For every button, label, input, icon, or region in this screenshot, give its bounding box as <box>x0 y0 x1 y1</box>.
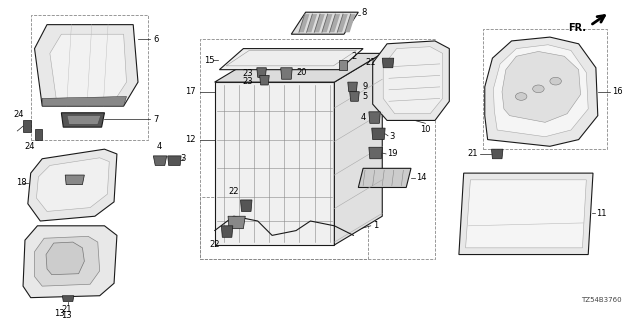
Polygon shape <box>372 41 449 120</box>
Text: 3: 3 <box>389 132 394 141</box>
Text: 22: 22 <box>209 240 220 249</box>
Polygon shape <box>314 14 324 32</box>
Polygon shape <box>334 53 382 245</box>
Polygon shape <box>214 82 334 245</box>
Polygon shape <box>221 226 233 237</box>
Polygon shape <box>492 149 503 159</box>
Polygon shape <box>23 226 117 298</box>
Text: 21: 21 <box>365 59 376 68</box>
Polygon shape <box>345 14 355 32</box>
Text: 24: 24 <box>13 109 24 118</box>
Text: 3: 3 <box>180 154 186 163</box>
Text: 18: 18 <box>17 178 27 187</box>
Polygon shape <box>36 158 109 212</box>
Polygon shape <box>358 168 411 188</box>
Polygon shape <box>369 147 382 159</box>
Text: 14: 14 <box>416 173 426 182</box>
Polygon shape <box>228 216 245 229</box>
Polygon shape <box>466 180 586 248</box>
Polygon shape <box>349 92 359 101</box>
Text: 22: 22 <box>228 187 239 196</box>
Polygon shape <box>62 296 74 301</box>
Polygon shape <box>484 37 598 146</box>
Polygon shape <box>281 68 292 79</box>
Polygon shape <box>46 242 84 275</box>
Polygon shape <box>502 52 580 122</box>
Polygon shape <box>65 175 84 185</box>
Text: 13: 13 <box>61 311 72 320</box>
Text: 10: 10 <box>420 125 431 134</box>
Polygon shape <box>383 47 443 114</box>
Polygon shape <box>28 149 117 221</box>
Text: 24: 24 <box>24 142 35 151</box>
Text: 4: 4 <box>156 142 162 151</box>
Text: 21: 21 <box>468 149 478 158</box>
Text: 23: 23 <box>243 77 253 86</box>
Polygon shape <box>372 128 385 140</box>
Polygon shape <box>35 236 100 286</box>
Polygon shape <box>257 68 266 77</box>
Text: 20: 20 <box>296 68 307 77</box>
Polygon shape <box>35 129 42 140</box>
Text: 16: 16 <box>612 87 623 96</box>
Polygon shape <box>307 14 317 32</box>
Text: 13: 13 <box>54 309 65 318</box>
Ellipse shape <box>532 85 544 93</box>
Text: 23: 23 <box>243 69 253 78</box>
Text: 4: 4 <box>361 113 366 122</box>
Polygon shape <box>241 200 252 212</box>
Polygon shape <box>23 120 31 132</box>
Polygon shape <box>67 116 100 124</box>
Polygon shape <box>35 25 138 106</box>
Polygon shape <box>61 113 104 127</box>
Text: 8: 8 <box>361 8 367 17</box>
Polygon shape <box>260 76 269 85</box>
Text: 6: 6 <box>154 35 159 44</box>
Polygon shape <box>214 53 382 82</box>
Polygon shape <box>330 14 340 32</box>
Text: 15: 15 <box>204 56 214 65</box>
Polygon shape <box>493 45 588 137</box>
Polygon shape <box>291 12 358 34</box>
Ellipse shape <box>550 77 561 85</box>
Text: 2: 2 <box>351 52 357 61</box>
Text: FR.: FR. <box>568 22 586 33</box>
Polygon shape <box>154 156 167 165</box>
Polygon shape <box>42 97 127 106</box>
Polygon shape <box>348 82 357 92</box>
Text: 11: 11 <box>596 209 606 218</box>
Polygon shape <box>50 34 127 101</box>
Polygon shape <box>382 58 394 68</box>
Polygon shape <box>459 173 593 254</box>
Text: 1: 1 <box>372 221 378 230</box>
Polygon shape <box>220 49 363 70</box>
Text: 5: 5 <box>362 92 367 101</box>
Polygon shape <box>369 112 380 123</box>
Text: 12: 12 <box>185 135 195 144</box>
Polygon shape <box>337 14 348 32</box>
Polygon shape <box>339 60 347 70</box>
Text: 9: 9 <box>362 83 367 92</box>
Polygon shape <box>168 156 181 165</box>
Text: 19: 19 <box>387 149 397 158</box>
Polygon shape <box>299 14 310 32</box>
Polygon shape <box>322 14 332 32</box>
Text: 7: 7 <box>154 115 159 124</box>
Ellipse shape <box>515 93 527 100</box>
Text: 17: 17 <box>185 87 195 96</box>
Text: TZ54B3760: TZ54B3760 <box>581 297 621 303</box>
Text: 21: 21 <box>61 305 72 314</box>
